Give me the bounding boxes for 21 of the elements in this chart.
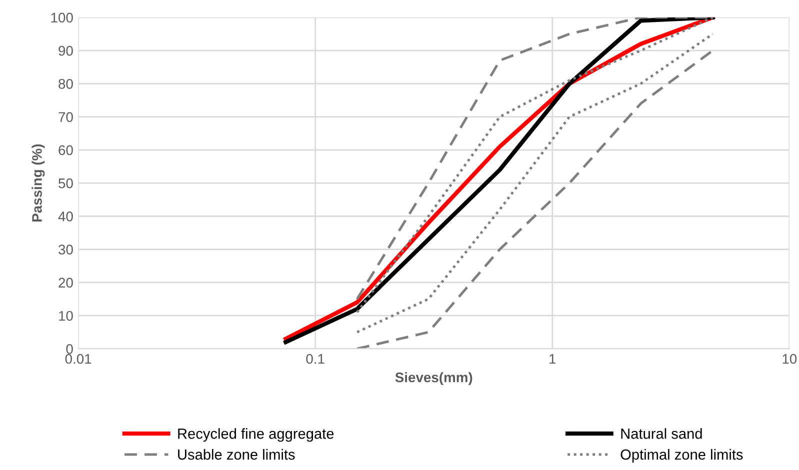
x-tick-label: 0.1	[306, 354, 324, 364]
y-axis-title: Passing (%)	[32, 144, 45, 222]
legend-label: Recycled fine aggregate	[178, 428, 334, 442]
y-tick-label: 50	[58, 178, 73, 188]
y-tick-label: 80	[58, 78, 73, 89]
y-tick-label: 10	[59, 310, 73, 321]
x-axis-title: Sieves(mm)	[395, 372, 472, 386]
y-tick-label: 40	[58, 212, 73, 222]
y-tick-label: 60	[58, 145, 73, 156]
x-tick-label: 1	[550, 354, 556, 364]
y-tick-label: 90	[58, 46, 73, 56]
y-tick-label: 30	[58, 244, 73, 255]
y-tick-label: 0	[66, 344, 73, 354]
x-tick-label: 0.01	[65, 354, 92, 364]
x-tick-label: 10	[782, 354, 797, 364]
y-tick-label: 100	[51, 12, 73, 23]
legend-label: Natural sand	[621, 428, 702, 439]
y-tick-label: 70	[58, 112, 73, 122]
legend-label: Usable zone limits	[178, 449, 295, 460]
legend-label: Optimal zone limits	[620, 449, 743, 463]
y-tick-label: 20	[58, 278, 73, 288]
